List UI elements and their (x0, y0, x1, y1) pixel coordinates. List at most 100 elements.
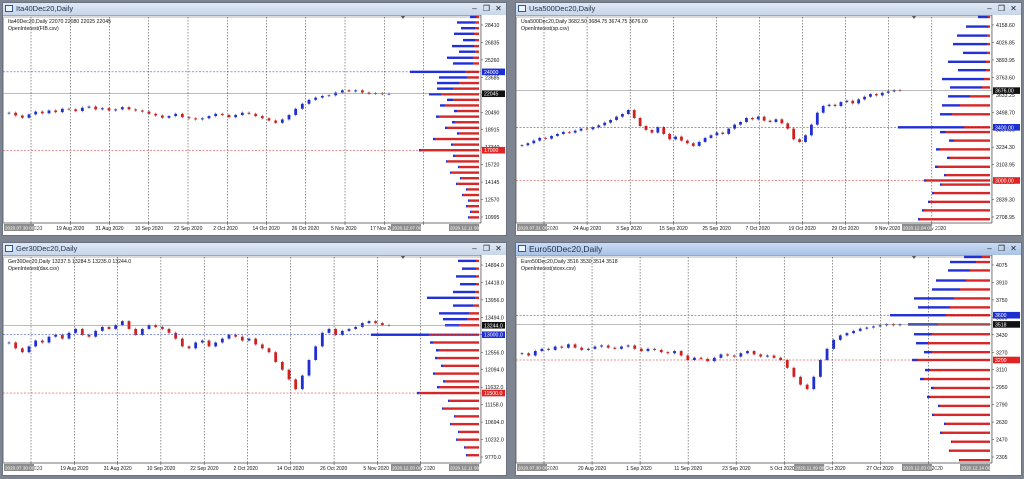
open-interest-bid-bar (978, 15, 988, 19)
open-interest-bid-bar (450, 422, 451, 426)
open-interest-bid-bar (439, 312, 469, 315)
open-interest-ask-bar (920, 218, 990, 221)
open-interest-bid-bar (458, 430, 459, 434)
open-interest-bid-bar (437, 386, 439, 389)
window-title-bar[interactable]: Ger30Dec20,Daily – ❐ ✕ (3, 243, 506, 256)
candle-body (668, 133, 672, 140)
close-button[interactable]: ✕ (495, 4, 502, 13)
open-interest-ask-bar (475, 50, 479, 53)
price-chart[interactable]: 2841026835252602368522110204901891517340… (3, 15, 506, 235)
candle-body (374, 321, 378, 324)
window-title: Euro50Dec20,Daily (529, 244, 603, 254)
open-interest-ask-bar (924, 377, 990, 381)
open-interest-bid-bar (457, 21, 475, 24)
window-title-bar[interactable]: Usa500Dec20,Daily – ❐ ✕ (516, 3, 1021, 16)
open-interest-bid-bar (940, 113, 952, 116)
close-button[interactable]: ✕ (1010, 4, 1017, 13)
candle-body (697, 141, 701, 146)
time-box (391, 224, 421, 231)
candle-body (653, 348, 657, 350)
price-chart[interactable]: 4075391037503590343032703110295027902630… (516, 255, 1021, 475)
open-interest-bid-bar (951, 440, 952, 443)
open-interest-bid-bar (957, 34, 987, 37)
candle-body (260, 344, 264, 349)
candle-body (872, 326, 875, 328)
candle-body (600, 345, 603, 347)
candle-body (885, 324, 889, 326)
chart-window-icon (5, 5, 13, 12)
price-level-badge (482, 68, 505, 76)
time-tick-label: 27 Oct 2020 (866, 466, 893, 472)
candle-body (287, 114, 291, 120)
price-tick-label: 3893.95 (996, 58, 1015, 64)
price-level-label: 3518 (995, 322, 1007, 328)
open-interest-ask-bar (475, 26, 479, 30)
chart-window-ger30[interactable]: Ger30Dec20,Daily – ❐ ✕ 14894.0 14418.0 139… (2, 242, 507, 476)
candle-body (94, 106, 98, 110)
time-box-label: 2020.12.04 00:00 (903, 225, 939, 230)
price-chart[interactable]: 4158.60 4026.85 3893.95 3763.60 3633.25 3498.… (516, 15, 1021, 235)
candle-body (527, 353, 531, 356)
open-interest-bid-bar (944, 422, 946, 426)
window-controls: – ❐ ✕ (469, 4, 504, 14)
chart-window-ita40[interactable]: Ita40Dec20,Daily – ❐ ✕ 28410 26835 25260 23… (2, 2, 507, 236)
candle-body (340, 90, 344, 93)
candle-body (200, 340, 204, 343)
restore-button[interactable]: ❐ (482, 244, 491, 253)
candle-body (821, 106, 825, 113)
open-interest-ask-bar (443, 364, 479, 368)
open-interest-ask-bar (469, 199, 479, 202)
restore-button[interactable]: ❐ (997, 4, 1006, 13)
candle-body (280, 361, 284, 370)
open-interest-ask-bar (976, 260, 990, 264)
price-chart[interactable]: 14894.014418.013956.013494.013032.012556… (3, 255, 506, 475)
open-interest-ask-bar (453, 98, 479, 102)
open-interest-ask-bar (476, 275, 479, 278)
price-tick-label: 4026.85 (996, 40, 1015, 46)
chart-window-icon (5, 245, 13, 252)
price-tick-label: 14145 (485, 180, 500, 186)
close-button[interactable]: ✕ (495, 244, 502, 253)
price-tick-label: 14418.0 (485, 280, 504, 286)
window-title-bar[interactable]: Euro50Dec20,Daily – ❐ ✕ (516, 243, 1021, 256)
open-interest-ask-bar (459, 165, 479, 169)
open-interest-ask-bar (946, 173, 990, 177)
open-interest-ask-bar (439, 386, 479, 389)
minimize-button[interactable]: – (472, 4, 477, 13)
candle-body (267, 118, 271, 121)
candle-body (550, 135, 553, 139)
candle-body (644, 125, 648, 130)
candle-body (34, 340, 38, 347)
minimize-button[interactable]: – (472, 244, 477, 253)
chart-window-euro50[interactable]: Euro50Dec20,Daily – ❐ ✕ 4075391037503590… (515, 242, 1022, 476)
open-interest-ask-bar (449, 399, 479, 403)
time-tick-label: 31 Aug 2020 (104, 466, 132, 472)
open-interest-ask-bar (435, 372, 479, 375)
window-title-bar[interactable]: Ita40Dec20,Daily – ❐ ✕ (3, 3, 506, 16)
price-level-badge (993, 177, 1020, 184)
restore-button[interactable]: ❐ (482, 4, 491, 13)
time-tick-label: 10 Sep 2020 (147, 466, 176, 472)
candle-body (662, 127, 666, 134)
open-interest-bid-bar (430, 341, 433, 344)
candle-body (34, 111, 38, 115)
open-interest-ask-bar (928, 342, 990, 345)
candle-body (585, 128, 589, 130)
open-interest-ask-bar (451, 422, 479, 426)
candle-body (792, 128, 796, 140)
open-interest-bid-bar (456, 275, 476, 278)
open-interest-bid-bar (452, 44, 474, 48)
time-tick-label: 10 Sep 2020 (135, 226, 164, 232)
close-button[interactable]: ✕ (1010, 244, 1017, 253)
chart-window-usa500[interactable]: Usa500Dec20,Daily – ❐ ✕ 4158.60 4026.85 38… (515, 2, 1022, 236)
minimize-button[interactable]: – (987, 4, 992, 13)
minimize-button[interactable]: – (987, 244, 992, 253)
price-tick-label: 26835 (485, 40, 500, 46)
open-interest-ask-bar (932, 333, 990, 336)
candle-body (247, 112, 251, 114)
price-tick-label: 3364.00 (996, 128, 1015, 134)
candle-body (294, 108, 298, 115)
open-interest-ask-bar (950, 156, 990, 160)
restore-button[interactable]: ❐ (997, 244, 1006, 253)
time-tick-label: 19 Aug 2020 (56, 226, 84, 232)
